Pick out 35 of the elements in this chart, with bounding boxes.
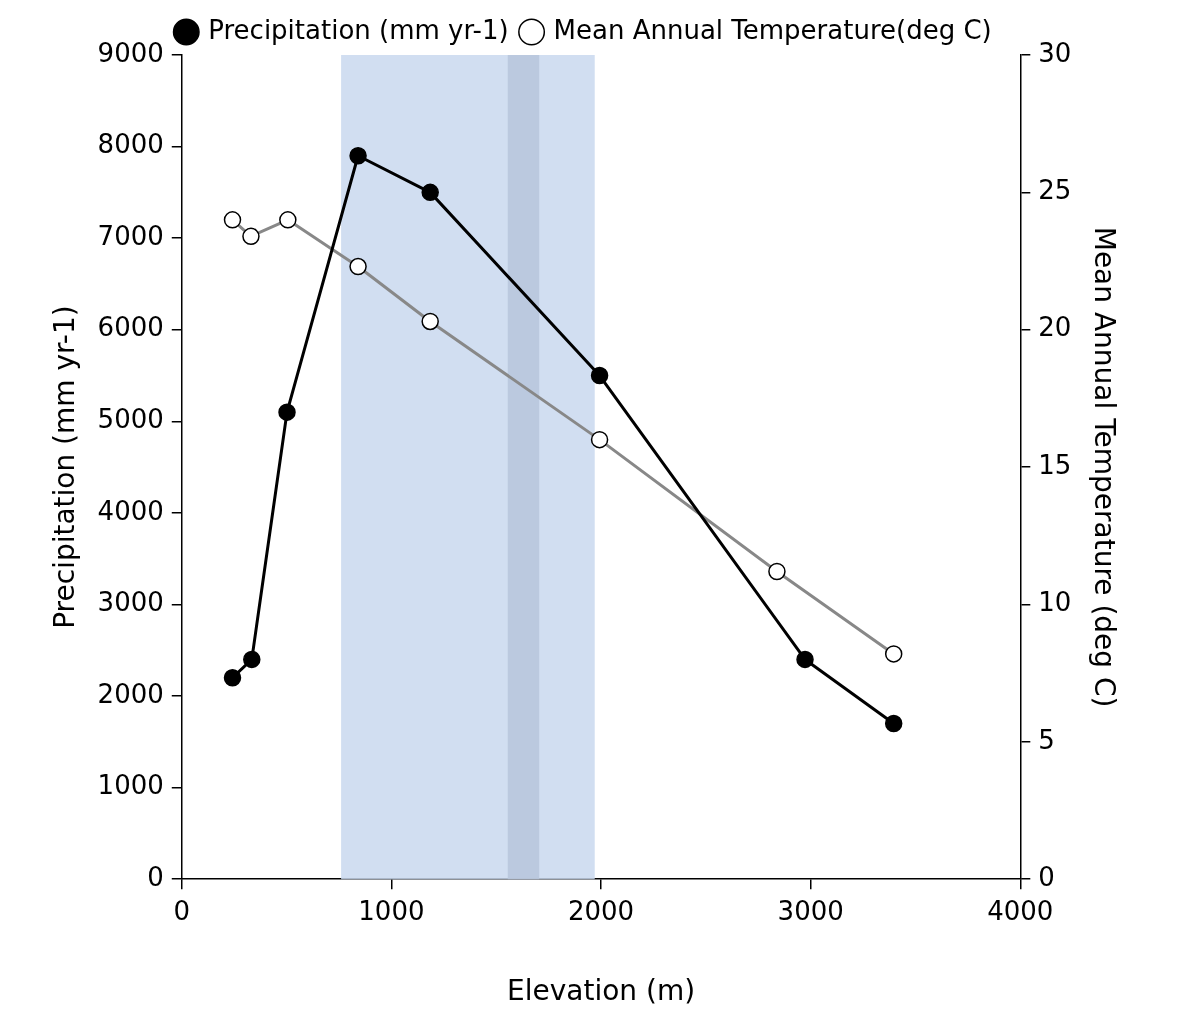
point bbox=[349, 146, 367, 165]
y-tick-label: 7000 bbox=[97, 220, 164, 251]
y-axis-title: Precipitation (mm yr-1) bbox=[48, 305, 82, 629]
y-tick-label: 6000 bbox=[97, 312, 164, 343]
point bbox=[884, 714, 903, 733]
point bbox=[278, 403, 296, 421]
y2-tick-label: 0 bbox=[1038, 861, 1055, 892]
point bbox=[223, 668, 242, 687]
y2-tick-label: 20 bbox=[1038, 312, 1072, 343]
y2-tick-label: 25 bbox=[1038, 175, 1072, 206]
point bbox=[796, 650, 814, 669]
y-tick-label: 2000 bbox=[97, 678, 164, 709]
x-tick-label: 4000 bbox=[987, 895, 1054, 926]
point bbox=[421, 183, 439, 202]
y-tick-label: 3000 bbox=[97, 587, 164, 618]
point bbox=[243, 650, 261, 669]
x-tick-label: 2000 bbox=[567, 895, 635, 926]
y-tick-label: 4000 bbox=[97, 495, 164, 526]
y-tick-label: 9000 bbox=[97, 37, 164, 68]
y-tick-label: 8000 bbox=[97, 129, 164, 160]
legend-label: Mean Annual Temperature(deg C) bbox=[553, 14, 992, 45]
y2-tick-label: 30 bbox=[1038, 37, 1072, 68]
y-tick-label: 0 bbox=[147, 861, 164, 892]
y-tick-label: 5000 bbox=[97, 404, 164, 435]
y2-axis-title: Mean Annual Temperature (deg C) bbox=[1087, 226, 1121, 708]
x-tick-label: 0 bbox=[173, 895, 191, 926]
x-tick-label: 3000 bbox=[777, 895, 844, 926]
legend-label: Precipitation (mm yr-1) bbox=[208, 14, 509, 45]
y2-tick-label: 5 bbox=[1038, 724, 1055, 755]
y-tick-label: 1000 bbox=[97, 770, 164, 801]
point bbox=[590, 366, 609, 385]
y2-tick-label: 15 bbox=[1038, 449, 1072, 480]
x-tick-label: 1000 bbox=[358, 895, 425, 926]
x-axis-title: Elevation (m) bbox=[507, 974, 696, 1008]
y2-tick-label: 10 bbox=[1038, 587, 1072, 618]
